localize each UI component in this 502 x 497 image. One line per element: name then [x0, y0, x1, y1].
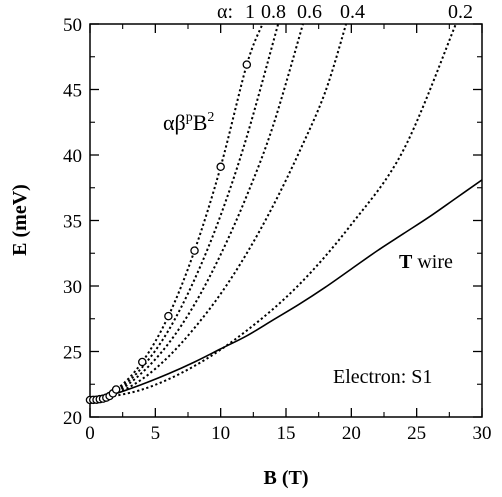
- y-tick-label: 20: [63, 408, 82, 429]
- y-tick-label: 30: [63, 277, 82, 298]
- alpha-label-0.8: 0.8: [261, 1, 286, 23]
- alpha-label-0.2: 0.2: [448, 1, 473, 23]
- x-tick-label: 5: [151, 423, 161, 444]
- y-tick-label: 50: [63, 15, 82, 36]
- y-tick-label: 35: [63, 212, 82, 233]
- data-point-marker: [190, 246, 199, 255]
- formula-sup1: p: [186, 110, 193, 125]
- y-tick-label: 45: [63, 81, 82, 102]
- wire-label-bold: T: [399, 251, 413, 273]
- alpha-header-label: α:: [217, 1, 233, 23]
- formula-mid: B: [193, 110, 208, 135]
- wire-label: T wire: [399, 251, 453, 273]
- wire-curve-line: [90, 179, 482, 401]
- axis-ticks: [89, 23, 483, 418]
- alpha-0.8-curve-line: [90, 24, 280, 401]
- data-point-marker: [216, 162, 225, 172]
- x-tick-label: 25: [407, 423, 426, 444]
- x-tick-label: 20: [342, 423, 361, 444]
- corner-label: Electron: S1: [333, 366, 432, 388]
- data-point-marker: [242, 60, 252, 69]
- x-tick-label: 10: [211, 423, 230, 444]
- alpha-label-0.4: 0.4: [340, 1, 365, 23]
- x-tick-label: 30: [473, 423, 492, 444]
- x-tick-label: 15: [277, 423, 296, 444]
- y-tick-label: 25: [63, 343, 82, 364]
- alpha-label-1: 1: [245, 1, 255, 23]
- alpha-1-curve-line: [90, 24, 264, 401]
- y-tick-label: 40: [63, 146, 82, 167]
- series-layer: [90, 24, 482, 401]
- alpha-label-0.6: 0.6: [297, 1, 322, 23]
- formula-base: αβ: [163, 110, 186, 135]
- alpha-0.2-curve-line: [90, 24, 457, 401]
- marker-layer: [85, 60, 252, 405]
- data-point-marker: [111, 385, 121, 394]
- alpha-0.6-curve-line: [90, 24, 304, 401]
- formula-sup2: 2: [207, 110, 214, 125]
- x-axis-title: B (T): [264, 467, 309, 489]
- axis-tick-labels: 0 5 10 15 20 25 30 20 25 30 35 40 45 50: [63, 15, 492, 444]
- y-axis-title: E (meV): [9, 184, 31, 256]
- x-tick-label: 0: [85, 423, 95, 444]
- data-point-marker: [164, 311, 173, 321]
- wire-label-rest: wire: [412, 251, 453, 273]
- formula-label: αβpB2: [163, 110, 214, 135]
- alpha-0.4-curve-line: [90, 24, 348, 401]
- data-point-marker: [138, 357, 147, 367]
